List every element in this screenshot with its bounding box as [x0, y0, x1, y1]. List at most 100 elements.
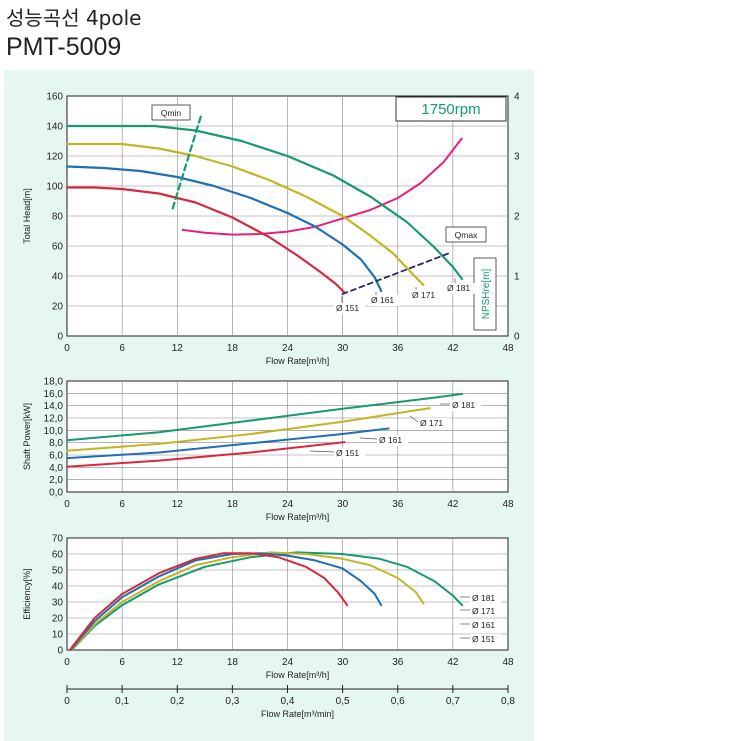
head-label-151-label-bg	[334, 303, 365, 314]
power-curve-d171	[66, 407, 431, 452]
power-y-tick-label: 0,0	[49, 488, 63, 499]
npsh-axis-label: NPSHre[m]	[481, 268, 492, 319]
head-y2-tick-label: 4	[514, 92, 520, 103]
power-y-tick-label: 2,0	[49, 475, 63, 486]
eff-curve-d171	[70, 551, 425, 651]
power-label-151-leader	[309, 450, 335, 453]
eff-label-d151: Ø 151	[472, 634, 495, 644]
x2-tick-label: 0,5	[336, 696, 350, 707]
efficiency-x-tick-label: 6	[119, 657, 125, 668]
qmin-label: Qmin	[161, 108, 182, 118]
head-curve-d151	[65, 186, 346, 294]
head-y-tick-label: 120	[46, 152, 63, 163]
power-label-171: Ø 171	[420, 418, 443, 428]
head-label-171-label-bg	[410, 290, 441, 301]
power-label-151: Ø 151	[336, 448, 359, 458]
page-title: 성능곡선 4pole	[6, 6, 142, 30]
speed-label: 1750rpm	[421, 101, 480, 118]
eff-label-d171-label-bg	[470, 606, 501, 617]
power-curve-d151	[66, 441, 346, 468]
head-x-tick-label: 6	[119, 343, 125, 354]
power-label-181-label-bg	[450, 400, 481, 411]
eff-label-d171: Ø 171	[472, 606, 495, 616]
efficiency-x-tick-label: 12	[172, 657, 184, 668]
head-y-tick-label: 0	[57, 332, 63, 343]
head-x-tick-label: 36	[392, 343, 404, 354]
x2-tick-label: 0,1	[115, 696, 129, 707]
x2-tick-label: 0,6	[391, 696, 405, 707]
power-x-tick-label: 0	[64, 499, 70, 510]
efficiency-y-tick-label: 20	[52, 614, 64, 625]
head-y-tick-label: 100	[46, 182, 63, 193]
head-y-axis-label: Total Head[m]	[22, 188, 32, 244]
head-y-tick-label: 60	[52, 242, 64, 253]
power-label-171-leader	[409, 415, 419, 423]
eff-curve-d181	[70, 551, 464, 651]
head-x-tick-label: 12	[172, 343, 184, 354]
power-x-tick-label: 30	[337, 499, 349, 510]
power-y-tick-label: 10,0	[44, 426, 64, 437]
efficiency-y-axis-label: Efficiency[%]	[22, 568, 32, 619]
power-y-tick-label: 4,0	[49, 463, 63, 474]
eff-label-d161-label-bg	[470, 620, 501, 631]
qmin-line	[171, 114, 203, 210]
head-x-tick-label: 30	[337, 343, 349, 354]
eff-label-d181: Ø 181	[472, 593, 495, 603]
x2-tick-label: 0,4	[281, 696, 295, 707]
efficiency-y-tick-label: 10	[52, 630, 64, 641]
eff-label-d151-label-bg	[470, 634, 501, 645]
head-y-tick-label: 140	[46, 122, 63, 133]
head-label-171: Ø 171	[412, 290, 435, 300]
head-y-tick-label: 160	[46, 92, 63, 103]
head-x-tick-label: 24	[282, 343, 294, 354]
model-number: PMT-5009	[6, 33, 122, 61]
power-y-axis-label: Shaft Power[kW]	[22, 403, 32, 470]
head-x-tick-label: 0	[64, 343, 70, 354]
eff-curve-d151	[68, 552, 349, 651]
power-label-151-label-bg	[334, 448, 365, 459]
npsh-curve	[181, 137, 463, 236]
efficiency-y-tick-label: 0	[57, 646, 63, 657]
efficiency-x-tick-label: 24	[282, 657, 294, 668]
head-curve-d181	[65, 124, 464, 281]
efficiency-y-tick-label: 40	[52, 582, 64, 593]
head-y2-tick-label: 3	[514, 152, 520, 163]
power-label-161-leader	[359, 437, 378, 440]
head-y2-tick-label: 2	[514, 212, 520, 223]
head-curve-d161	[65, 165, 383, 293]
efficiency-x-tick-label: 30	[337, 657, 349, 668]
head-x-tick-label: 18	[227, 343, 239, 354]
power-y-tick-label: 18,0	[44, 377, 64, 388]
power-y-tick-label: 12,0	[44, 414, 64, 425]
power-y-tick-label: 16,0	[44, 389, 64, 400]
speed-box	[395, 96, 507, 122]
power-x-tick-label: 36	[392, 499, 404, 510]
head-label-181: Ø 181	[447, 283, 470, 293]
head-label-181-label-bg	[445, 283, 476, 294]
power-y-tick-label: 6,0	[49, 451, 63, 462]
efficiency-y-tick-label: 70	[52, 534, 64, 545]
head-x-axis-label: Flow Rate[m³/h]	[266, 356, 330, 366]
qmax-label: Qmax	[455, 230, 478, 240]
head-y-tick-label: 20	[52, 302, 64, 313]
head-label-161: Ø 161	[371, 295, 394, 305]
efficiency-y-tick-label: 60	[52, 550, 64, 561]
efficiency-x-tick-label: 0	[64, 657, 70, 668]
x2-tick-label: 0,8	[501, 696, 515, 707]
head-label-161-label-bg	[369, 295, 400, 306]
eff-curve-d161	[69, 552, 383, 651]
power-x-tick-label: 24	[282, 499, 294, 510]
x2-axis-label: Flow Rate[m³/min]	[261, 709, 334, 719]
head-label-151: Ø 151	[336, 303, 359, 313]
power-y-tick-label: 8,0	[49, 438, 63, 449]
power-x-axis-label: Flow Rate[m³/h]	[266, 512, 330, 522]
power-x-tick-label: 6	[119, 499, 125, 510]
power-curve-d181	[66, 392, 464, 442]
efficiency-x-tick-label: 48	[502, 657, 514, 668]
qmax-line	[341, 252, 450, 295]
head-y2-tick-label: 0	[514, 332, 520, 343]
head-y2-tick-label: 1	[514, 272, 520, 283]
power-label-161: Ø 161	[379, 435, 402, 445]
power-label-171-label-bg	[418, 418, 449, 429]
